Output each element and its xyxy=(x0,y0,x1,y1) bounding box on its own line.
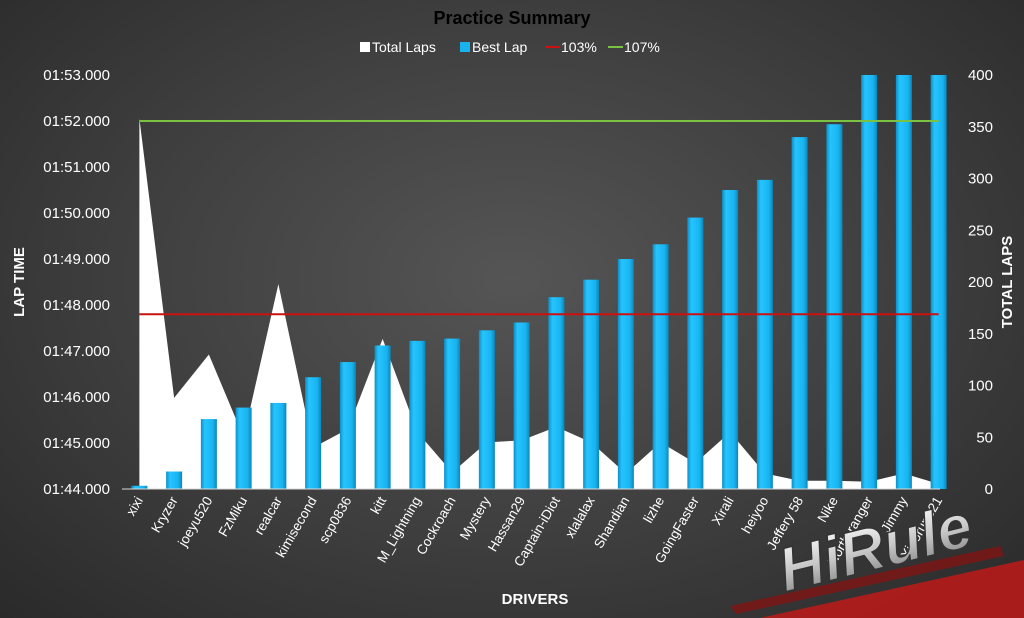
x-tick-label: realcar xyxy=(251,494,285,538)
legend-swatch-total-laps xyxy=(360,42,370,52)
x-tick-label: heiyoo xyxy=(739,494,772,536)
watermark-red-stripe xyxy=(760,560,1024,618)
hirule-watermark: HiRule xyxy=(730,490,1024,618)
best-lap-bar xyxy=(409,340,426,489)
legend-label-total-laps: Total Laps xyxy=(372,39,436,55)
best-lap-bar xyxy=(722,190,739,489)
y-tick-label: 01:47.000 xyxy=(43,343,110,360)
x-tick-label: Xirali xyxy=(709,494,737,527)
y2-tick-label: 0 xyxy=(985,481,993,498)
legend: Total Laps Best Lap 103% 107% xyxy=(360,39,660,55)
best-lap-bars-layer xyxy=(131,75,947,489)
y2-tick-label: 100 xyxy=(968,378,993,395)
best-lap-bar xyxy=(756,179,773,489)
chart-title: Practice Summary xyxy=(433,8,590,28)
x-tick-label: Mystery xyxy=(457,494,494,543)
best-lap-bar xyxy=(444,338,461,489)
x-tick-label: Nike xyxy=(814,494,840,525)
best-lap-bar xyxy=(131,485,148,489)
best-lap-bar xyxy=(478,330,495,489)
y-tick-label: 01:48.000 xyxy=(43,297,110,314)
best-lap-bar xyxy=(548,297,565,489)
legend-label-103: 103% xyxy=(561,39,597,55)
legend-swatch-best-lap xyxy=(460,42,470,52)
y-tick-label: 01:44.000 xyxy=(43,481,110,498)
best-lap-bar xyxy=(166,471,183,489)
y2-tick-label: 200 xyxy=(968,274,993,291)
x-tick-label: Kryzer xyxy=(148,494,181,536)
best-lap-bar xyxy=(826,124,843,489)
x-tick-label: xixi xyxy=(123,494,146,518)
best-lap-bar xyxy=(374,345,391,489)
y-tick-label: 01:52.000 xyxy=(43,113,110,130)
x-tick-label: Shandian xyxy=(591,494,633,551)
x-tick-label: kitt xyxy=(368,494,390,517)
y-tick-label: 01:46.000 xyxy=(43,389,110,406)
best-lap-bar xyxy=(617,259,634,489)
best-lap-bar xyxy=(270,402,287,489)
best-lap-bar xyxy=(583,279,600,489)
y2-tick-label: 400 xyxy=(968,67,993,84)
x-tick-label: lizhe xyxy=(640,494,667,526)
best-lap-bar xyxy=(791,137,808,489)
best-lap-bar xyxy=(652,244,669,489)
y-tick-label: 01:49.000 xyxy=(43,251,110,268)
y2-tick-label: 250 xyxy=(968,222,993,239)
best-lap-bar xyxy=(200,419,217,489)
legend-label-107: 107% xyxy=(624,39,660,55)
x-tick-label: scp0836 xyxy=(316,494,355,546)
y-tick-label: 01:51.000 xyxy=(43,159,110,176)
best-lap-bar xyxy=(305,377,322,489)
x-tick-label: FzMiku xyxy=(215,494,250,539)
y-tick-label: 01:45.000 xyxy=(43,435,110,452)
y2-tick-label: 350 xyxy=(968,119,993,136)
x-tick-label: joeyu520 xyxy=(175,494,216,550)
y2-tick-label: 300 xyxy=(968,171,993,188)
total-laps-area xyxy=(139,118,939,489)
y2-axis-ticks: 0 50 100 150 200 250 300 350 400 xyxy=(968,67,993,498)
watermark-red-stripe-shadow xyxy=(730,546,1004,614)
best-lap-bar xyxy=(513,322,530,489)
y-axis-title: LAP TIME xyxy=(11,247,28,317)
best-lap-bar xyxy=(930,75,947,489)
y-tick-label: 01:53.000 xyxy=(43,67,110,84)
best-lap-bar xyxy=(861,75,878,489)
y2-tick-label: 150 xyxy=(968,326,993,343)
x-axis-title: DRIVERS xyxy=(502,591,569,608)
y2-axis-title: TOTAL LAPS xyxy=(999,236,1016,329)
y-axis-ticks: 01:44.000 01:45.000 01:46.000 01:47.000 01:4… xyxy=(43,67,110,498)
total-laps-area-layer xyxy=(139,118,939,489)
best-lap-bar xyxy=(339,362,356,489)
best-lap-bar xyxy=(687,217,704,489)
y-tick-label: 01:50.000 xyxy=(43,205,110,222)
x-tick-label: xlalalax xyxy=(562,494,598,541)
reference-lines-layer xyxy=(139,120,939,316)
best-lap-bar xyxy=(895,75,912,489)
legend-label-best-lap: Best Lap xyxy=(472,39,527,55)
best-lap-bar xyxy=(235,407,252,489)
y2-tick-label: 50 xyxy=(976,429,993,446)
